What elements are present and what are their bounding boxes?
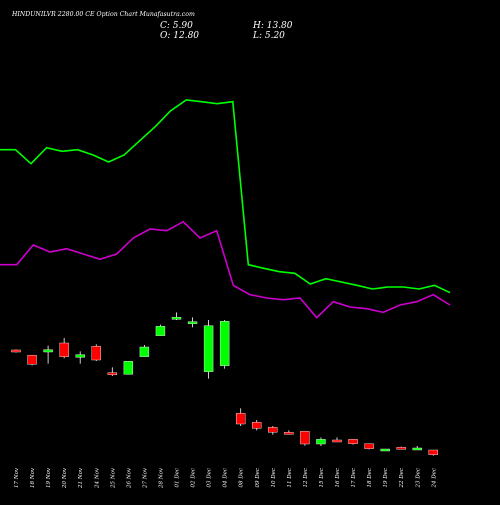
x-tick-label: 03 Dec — [207, 468, 213, 488]
candles-layer — [11, 312, 438, 456]
x-tick-label: 11 Dec — [287, 468, 293, 488]
candle-body-down — [59, 342, 69, 357]
x-tick-label: 28 Nov — [158, 467, 164, 489]
candle — [284, 430, 294, 435]
candle — [123, 361, 134, 375]
x-tick-label: 18 Dec — [367, 468, 373, 488]
candle — [11, 349, 21, 353]
candle-body-down — [300, 431, 310, 445]
candle-body-up — [171, 317, 182, 320]
candle-body-up — [139, 346, 150, 357]
x-tick-label: 19 Dec — [383, 468, 389, 488]
candle — [364, 443, 374, 450]
candle — [59, 338, 69, 359]
candle-body-down — [332, 439, 342, 443]
candle-body-down — [107, 372, 118, 375]
x-tick-label: 15 Dec — [319, 468, 325, 488]
candle-body-down — [252, 422, 262, 429]
candle-body-down — [428, 449, 438, 455]
candle-body-up — [123, 361, 134, 375]
chart-title: HINDUNILVR 2280.00 CE Option Chart Munaf… — [11, 11, 195, 18]
bands-layer — [0, 99, 451, 319]
candle-body-down — [235, 413, 246, 425]
candle-body-down — [11, 349, 21, 353]
x-tick-label: 20 Nov — [62, 467, 68, 489]
x-tick-label: 21 Nov — [78, 467, 84, 489]
candle — [75, 351, 85, 364]
candle — [348, 439, 358, 445]
candle — [235, 408, 246, 426]
candle — [155, 324, 166, 336]
close-value: C: 5.90 — [160, 21, 193, 31]
candle-body-down — [364, 443, 374, 449]
candle-body-down — [27, 355, 37, 365]
x-tick-label: 17 Nov — [14, 467, 20, 488]
low-value: L: 5.20 — [252, 31, 285, 41]
candle-body-up — [43, 349, 53, 353]
candle — [316, 437, 326, 446]
x-tick-label: 17 Dec — [351, 468, 357, 488]
x-tick-label: 04 Dec — [223, 468, 229, 488]
candle — [171, 312, 182, 320]
x-tick-label: 24 Nov — [94, 467, 100, 489]
candle — [187, 317, 198, 328]
x-tick-label: 23 Dec — [415, 468, 421, 489]
x-tick-label: 01 Dec — [175, 468, 181, 488]
candle — [139, 345, 150, 357]
candle — [27, 355, 37, 366]
candle — [203, 320, 214, 379]
candle — [268, 426, 278, 435]
high-value: H: 13.80 — [252, 21, 293, 31]
x-tick-label: 12 Dec — [303, 468, 309, 488]
upper-band-line — [0, 99, 451, 294]
x-tick-label: 08 Dec — [239, 468, 245, 488]
lower-band-line — [0, 220, 451, 319]
candle-body-up — [187, 321, 198, 324]
candle — [332, 437, 342, 443]
x-tick-label: 24 Dec — [431, 468, 437, 489]
candle-body-up — [75, 354, 85, 358]
candle-body-down — [396, 447, 406, 450]
candle — [107, 367, 118, 376]
x-tick-label: 10 Dec — [271, 468, 277, 488]
candle-body-up — [219, 321, 230, 366]
x-tick-label: 27 Nov — [142, 467, 148, 489]
candle-body-down — [268, 427, 278, 433]
x-tick-label: 09 Dec — [255, 468, 261, 488]
candle — [412, 446, 422, 451]
candle-body-up — [155, 326, 166, 336]
candle-body-up — [412, 447, 422, 451]
x-tick-label: 16 Dec — [335, 468, 341, 488]
candle-body-down — [91, 346, 101, 361]
candle — [219, 320, 230, 369]
candle-body-up — [380, 448, 390, 452]
candle — [91, 344, 101, 361]
x-tick-label: 19 Nov — [46, 467, 52, 488]
candle — [252, 420, 262, 431]
x-tick-label: 26 Nov — [126, 467, 132, 489]
x-tick-label: 18 Nov — [30, 467, 36, 488]
x-axis: 17 Nov 18 Nov 19 Nov 20 Nov 21 Nov 24 Nov 25 N… — [14, 467, 437, 489]
candle — [43, 345, 53, 364]
candle — [396, 446, 406, 450]
candle-body-up — [316, 439, 326, 445]
candle — [380, 448, 390, 452]
x-tick-label: 25 Nov — [110, 467, 116, 489]
candle — [428, 449, 438, 456]
candle — [300, 431, 310, 446]
candle-body-down — [348, 439, 358, 444]
x-tick-label: 02 Dec — [191, 468, 197, 488]
x-tick-label: 22 Dec — [399, 468, 405, 489]
candle-body-down — [284, 432, 294, 435]
candle-body-up — [203, 325, 214, 372]
open-value: O: 12.80 — [160, 31, 199, 41]
